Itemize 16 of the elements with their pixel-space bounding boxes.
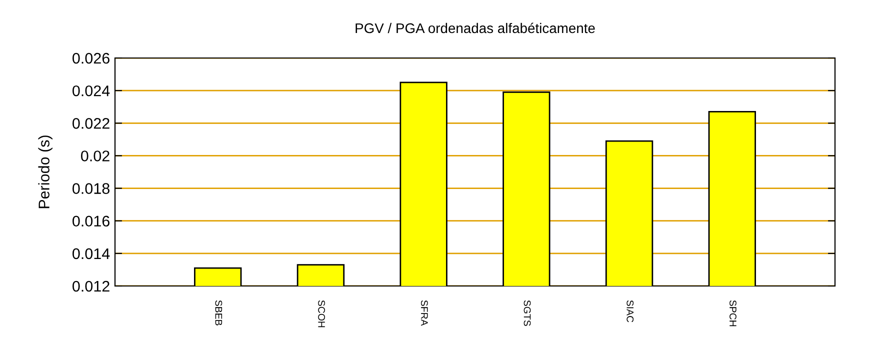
y-tick-label: 0.026 xyxy=(72,52,110,64)
x-tick-label: SPCH xyxy=(730,300,736,326)
chart-title: PGV / PGA ordenadas alfabéticamente xyxy=(356,22,595,34)
y-tick-label: 0.012 xyxy=(72,280,110,292)
y-axis-title: Periodo (s) xyxy=(38,136,52,208)
x-tick-label: SFRA xyxy=(420,300,428,326)
x-tick-label: SBEB xyxy=(215,300,222,326)
y-tick-label: 0.016 xyxy=(72,216,110,227)
y-tick-label: 0.02 xyxy=(81,150,110,162)
y-tick-label: 0.018 xyxy=(72,183,110,194)
x-tick-label: SIAC xyxy=(626,300,634,322)
y-tick-label: 0.022 xyxy=(72,118,110,129)
y-tick-label: 0.024 xyxy=(72,85,110,96)
y-tick-label: 0.014 xyxy=(72,248,110,260)
x-tick-label: SGTS xyxy=(524,300,531,326)
x-tick-label: SCOH xyxy=(318,300,325,328)
